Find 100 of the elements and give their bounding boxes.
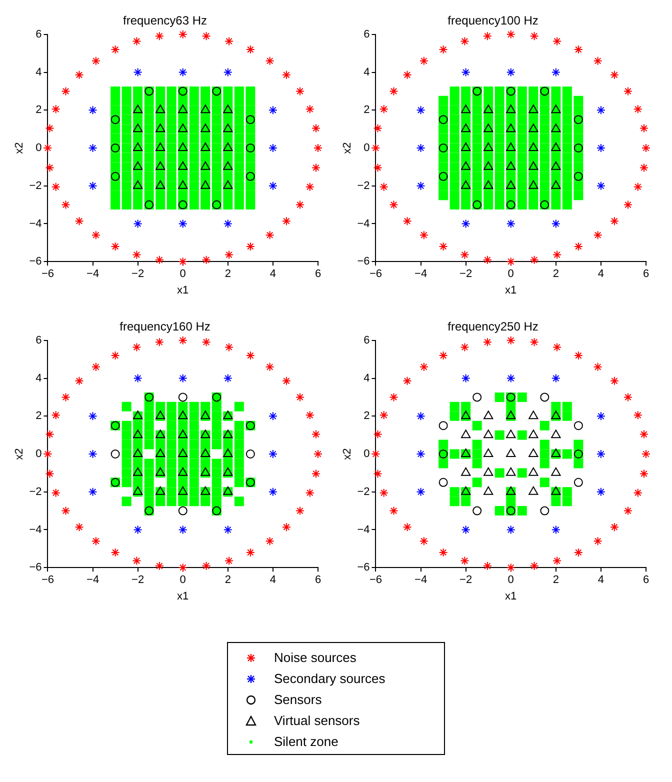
point <box>402 522 412 532</box>
point <box>373 469 382 478</box>
x-tick-label: −4 <box>414 574 428 586</box>
point <box>551 467 561 476</box>
point <box>596 487 606 496</box>
point <box>91 56 100 66</box>
point <box>528 410 538 420</box>
point <box>633 488 642 498</box>
point <box>265 362 274 372</box>
point <box>45 469 54 478</box>
x-tick-label: 2 <box>552 268 559 280</box>
point <box>246 351 255 360</box>
point <box>223 68 232 77</box>
point <box>494 430 504 440</box>
point <box>91 362 100 372</box>
point <box>438 548 448 557</box>
point <box>419 230 428 240</box>
point <box>623 506 632 516</box>
point <box>268 487 278 496</box>
point <box>574 548 583 557</box>
point <box>552 342 562 352</box>
point <box>552 36 562 46</box>
point <box>540 440 550 450</box>
point <box>246 242 255 251</box>
point <box>88 450 98 458</box>
point <box>642 450 650 458</box>
point <box>506 257 516 266</box>
x-axis-title: x1 <box>177 590 189 602</box>
point <box>379 410 388 420</box>
point <box>438 440 448 450</box>
point <box>593 362 602 372</box>
point <box>389 200 398 210</box>
point <box>202 32 211 41</box>
point <box>45 163 54 172</box>
y-tick-label: −6 <box>357 256 370 268</box>
point <box>540 458 550 468</box>
point <box>223 219 232 228</box>
point <box>419 536 428 546</box>
point <box>460 556 470 566</box>
y-axis-title: x2 <box>14 142 26 154</box>
point <box>506 430 516 438</box>
point <box>540 392 550 402</box>
point <box>438 421 448 430</box>
point <box>642 144 650 152</box>
point <box>305 182 314 192</box>
chart-title: frequency100 Hz <box>448 14 538 28</box>
point <box>223 374 232 383</box>
point <box>623 200 632 210</box>
point <box>484 486 494 495</box>
point <box>416 412 426 421</box>
point <box>282 376 291 386</box>
point <box>88 487 98 496</box>
point <box>596 181 606 190</box>
point <box>178 563 188 572</box>
point <box>110 45 120 54</box>
point <box>132 556 142 566</box>
point <box>389 506 398 516</box>
point <box>506 68 516 77</box>
point <box>178 525 188 534</box>
point <box>371 144 380 152</box>
point <box>246 45 255 54</box>
point <box>133 219 142 228</box>
y-tick-label: 2 <box>36 104 42 116</box>
point <box>51 104 60 114</box>
point <box>295 506 304 516</box>
point <box>311 469 320 478</box>
point <box>530 561 539 570</box>
x-tick-label: −4 <box>86 574 100 586</box>
x-tick-label: 2 <box>224 268 231 280</box>
legend-label: Sensors <box>274 692 322 707</box>
point <box>472 458 482 468</box>
point <box>574 440 584 450</box>
x-tick-label: 0 <box>180 268 186 280</box>
x-tick-label: −4 <box>86 268 100 280</box>
point <box>574 478 583 487</box>
point <box>639 124 648 133</box>
point <box>610 216 619 226</box>
point <box>484 467 494 476</box>
point <box>379 488 388 498</box>
y-tick-label: 4 <box>364 66 370 78</box>
point <box>438 242 448 251</box>
x-tick-label: 2 <box>552 574 559 586</box>
point <box>610 70 619 80</box>
point <box>562 449 572 459</box>
point <box>402 216 412 226</box>
point <box>530 255 539 264</box>
chart-title: frequency160 Hz <box>120 320 210 334</box>
point <box>460 342 470 352</box>
point <box>224 556 234 566</box>
y-tick-label: −4 <box>29 524 42 536</box>
point <box>132 342 142 352</box>
point <box>574 421 583 430</box>
x-tick-label: −4 <box>414 268 428 280</box>
point <box>402 70 412 80</box>
point <box>610 376 619 386</box>
point <box>461 496 471 506</box>
point <box>132 250 142 260</box>
point <box>91 230 100 240</box>
y-tick-label: −6 <box>29 562 42 574</box>
point <box>562 496 572 506</box>
